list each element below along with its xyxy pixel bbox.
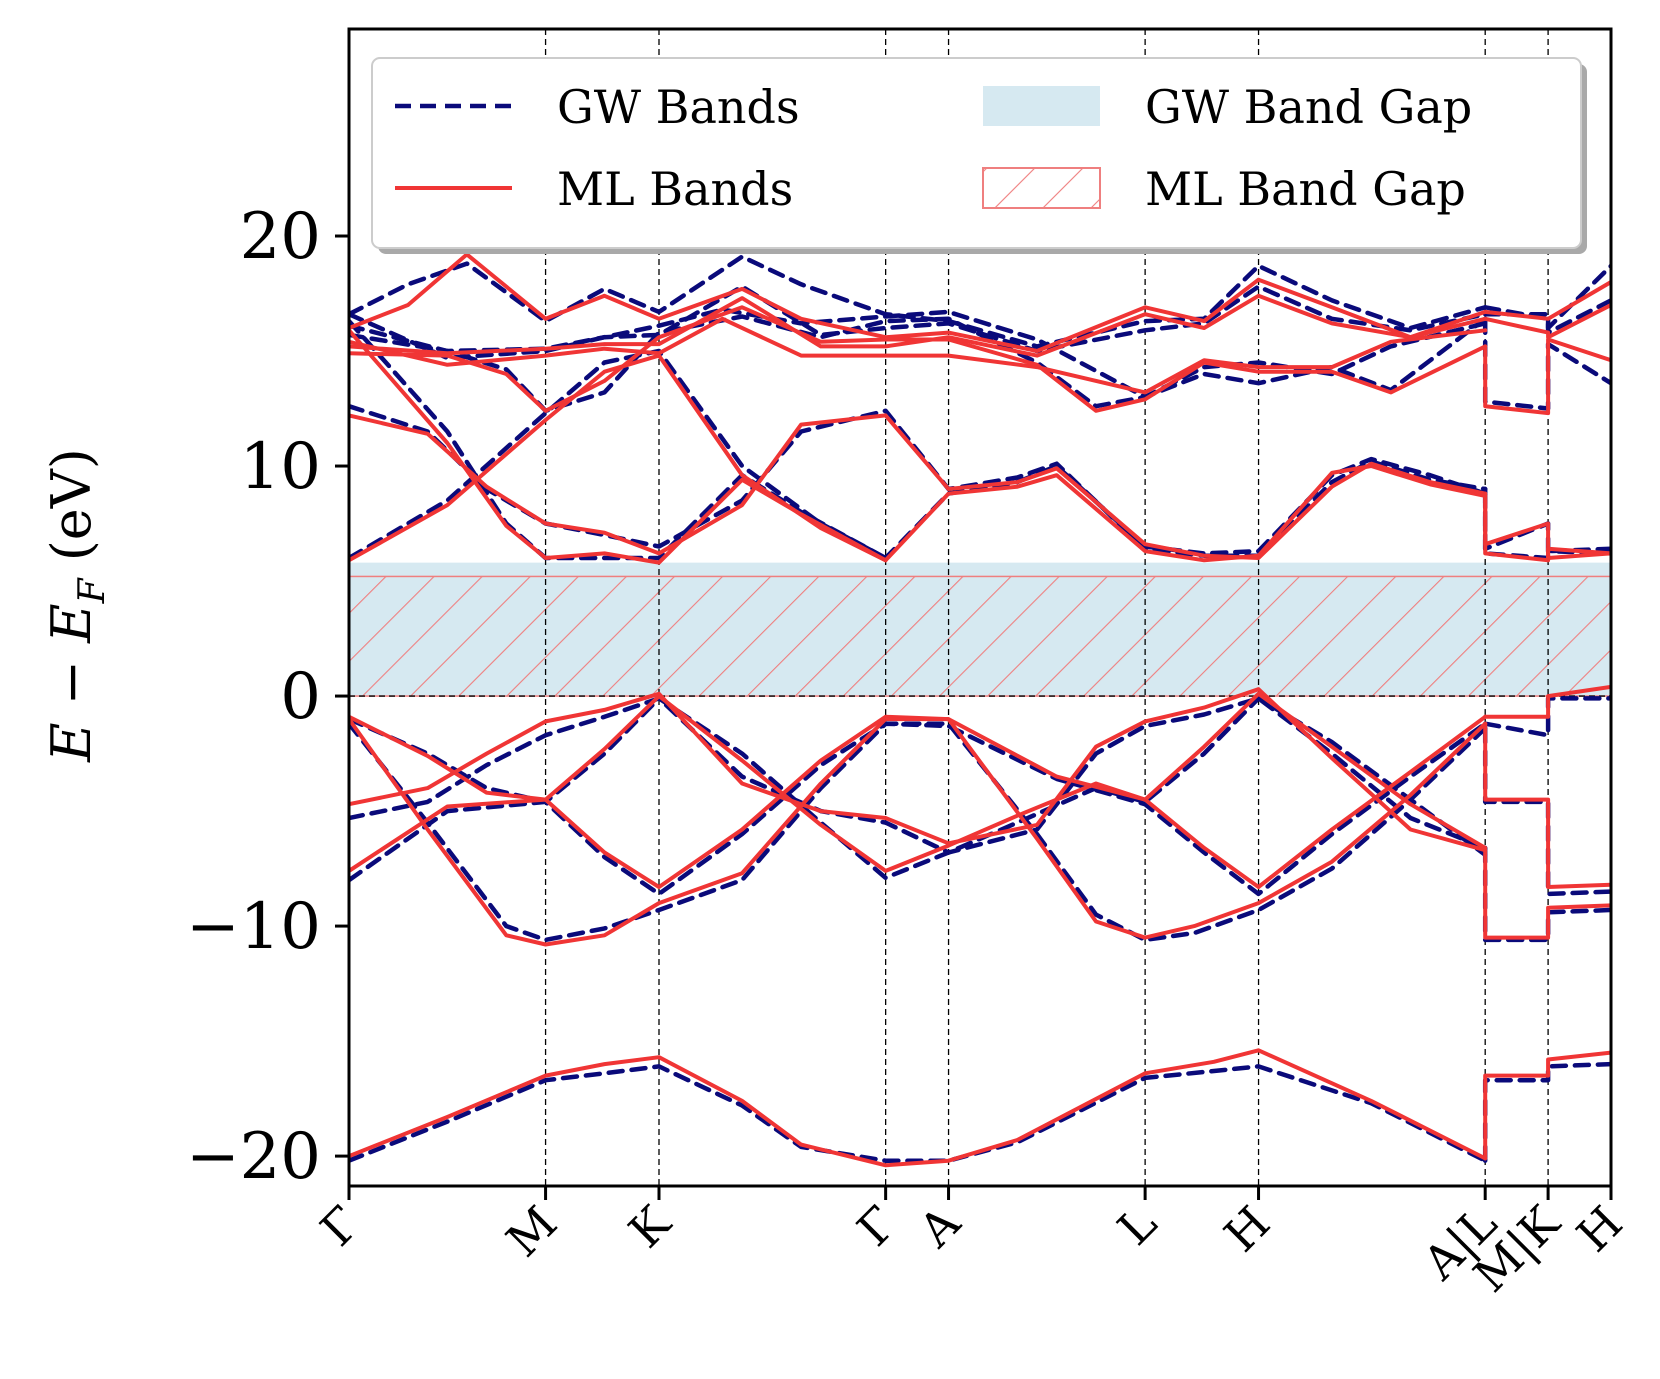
- gw-bands-line-11: [349, 314, 1488, 414]
- y-axis-label: E − EF (eV): [40, 448, 113, 763]
- ml-bands-line-20: [1483, 280, 1611, 321]
- legend: GW Bands ML Bands GW Band Gap ML Band Ga…: [371, 57, 1587, 254]
- ml-bands-line-15: [1483, 721, 1611, 889]
- ml-band-gap-region: [348, 575, 1612, 697]
- legend-label-gw-gap: GW Band Gap: [1145, 80, 1472, 134]
- ml-bands-line-1: [349, 1048, 1488, 1168]
- y-tick-label-4: 20: [240, 200, 321, 274]
- plot-frame: [347, 27, 1613, 1188]
- x-tick-label-1: M: [496, 1196, 567, 1267]
- ml-bands-line-11: [349, 305, 1488, 413]
- ml-bands-line-19: [1483, 337, 1611, 416]
- gw-bands-line-1: [349, 1064, 1488, 1163]
- legend-swatch-gw-gap: [983, 86, 1100, 126]
- x-tick-label-0: Γ: [310, 1196, 371, 1257]
- gw-bands-line-10: [349, 254, 1488, 349]
- x-tick-label-5: L: [1107, 1196, 1167, 1256]
- legend-swatch-ml-gap: [982, 167, 1101, 209]
- y-tick-label-2: 0: [280, 660, 321, 734]
- ml-bands-line-10: [349, 252, 1488, 353]
- legend-label-ml-bands: ML Bands: [557, 162, 793, 216]
- gw-bands-line-7: [349, 403, 1488, 558]
- ml-bands-line-18: [1483, 491, 1611, 563]
- ml-bands-line-8: [349, 328, 888, 565]
- gw-bands-line-12: [349, 284, 1488, 354]
- ml-bands-line-13: [1483, 1050, 1611, 1161]
- gw-bands-line-5: [349, 696, 1488, 881]
- legend-label-gw-bands: GW Bands: [557, 80, 800, 134]
- y-tick-label-3: 10: [240, 430, 321, 504]
- ml-bands-line-12: [349, 293, 1488, 358]
- x-tick-label-6: H: [1214, 1196, 1281, 1263]
- ml-bands-line-7: [349, 413, 1488, 560]
- y-tick-label-0: −20: [186, 1120, 321, 1194]
- ml-bands-line-4: [349, 687, 1488, 853]
- ml-bands-line-14: [1483, 848, 1611, 940]
- ml-bands-line-21: [1483, 303, 1611, 340]
- x-tick-label-9: H: [1566, 1196, 1633, 1263]
- y-tick-label-1: −10: [186, 890, 321, 964]
- y-axis: −20 −10 0 10 20: [186, 200, 349, 1194]
- x-tick-label-4: A: [908, 1195, 971, 1258]
- ml-bands-line-9: [349, 316, 1488, 395]
- ml-bands-line-5: [349, 691, 1488, 873]
- band-gap-layer: [348, 562, 1612, 697]
- x-tick-label-3: Γ: [847, 1196, 908, 1257]
- legend-box: [371, 57, 1582, 249]
- bands-layer: [349, 252, 1611, 1168]
- gw-bands-line-3: [349, 721, 1488, 943]
- x-tick-label-2: K: [618, 1194, 682, 1258]
- x-axis: Γ M K Γ A L H A|LM|KH: [310, 1186, 1633, 1302]
- legend-label-ml-gap: ML Band Gap: [1145, 162, 1466, 216]
- ml-bands-line-3: [349, 717, 1488, 947]
- ml-bands-line-16: [1483, 684, 1611, 719]
- ml-bands-line-6: [349, 353, 1488, 563]
